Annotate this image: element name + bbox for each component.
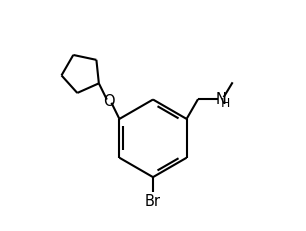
- Text: O: O: [103, 94, 115, 109]
- Text: H: H: [221, 97, 230, 110]
- Text: N: N: [215, 92, 226, 107]
- Text: Br: Br: [145, 194, 161, 209]
